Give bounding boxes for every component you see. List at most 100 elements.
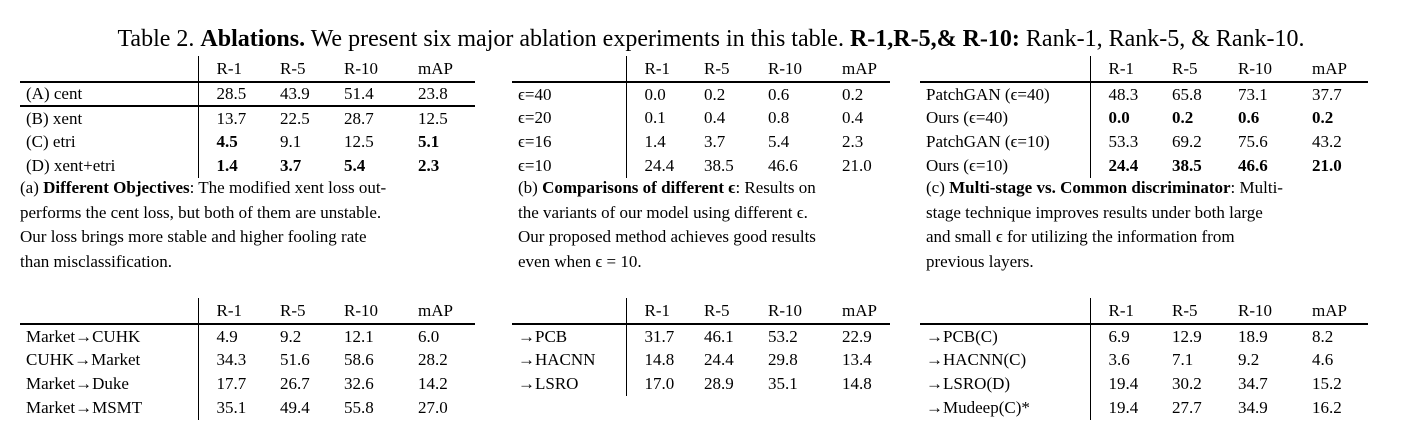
row-label: Market→CUHK — [20, 323, 199, 348]
row-label: →PCB — [512, 323, 627, 348]
cell-value: 19.4 — [1108, 398, 1139, 417]
header-r-1: R-1 — [216, 300, 243, 320]
cell-value: 53.3 — [1108, 132, 1139, 151]
header-r-1: R-1 — [1108, 300, 1135, 320]
cell-value: 46.6 — [768, 156, 798, 175]
header-map: mAP — [842, 300, 877, 320]
row-label: ϵ=16 — [512, 130, 627, 154]
row-label: Ours (ϵ=10) — [920, 154, 1091, 178]
table-row: Ours (ϵ=40) 0.0 0.2 0.6 0.2 — [920, 106, 1368, 130]
table-caption: Table 2. Ablations. We present six major… — [0, 26, 1422, 53]
header-r-1: R-1 — [644, 300, 671, 320]
table-row: Market→CUHK 4.9 9.2 12.1 6.0 — [20, 323, 475, 348]
cell-value: 49.4 — [280, 398, 310, 417]
cell-value: 6.9 — [1090, 323, 1154, 348]
row-label: (D) xent+etri — [20, 154, 199, 178]
cell-value: 12.1 — [326, 323, 400, 348]
cell-value: 31.7 — [626, 323, 686, 348]
cell-value: 3.7 — [704, 132, 726, 151]
header-map: mAP — [842, 58, 877, 78]
subcaption-a-line-3: Our loss brings more stable and higher f… — [20, 227, 367, 246]
cell-value: 46.6 — [1238, 156, 1268, 175]
cell-value: 58.6 — [344, 350, 374, 369]
row-label: →LSRO(D) — [920, 372, 1091, 396]
cell-value: 14.8 — [644, 350, 675, 369]
cell-value: 53.2 — [750, 323, 824, 348]
cell-value: 1.4 — [644, 132, 666, 151]
row-label: Market→MSMT — [20, 396, 199, 420]
table-cross-dataset: R-1 R-5 R-10 mAP Market→CUHK 4.9 9.2 12.1 6.0 CUH… — [20, 298, 475, 420]
cell-value: 9.1 — [280, 132, 302, 151]
row-label: (A) cent — [20, 81, 199, 106]
table-row: Market→MSMT 35.1 49.4 55.8 27.0 — [20, 396, 475, 420]
table-row: →LSRO 17.0 28.9 35.1 14.8 — [512, 372, 890, 396]
table-cross-model-dataset: R-1 R-5 R-10 mAP →PCB(C) 6.9 12.9 18.9 8.2 →HACNN… — [920, 298, 1368, 420]
header-blank — [920, 298, 1091, 324]
subcaption-a-line-1: (a) Different Objectives: The modified x… — [20, 178, 387, 197]
cell-value: 26.7 — [280, 374, 310, 393]
cell-value: 75.6 — [1238, 132, 1268, 151]
cell-value: 2.3 — [418, 156, 440, 175]
header-r-10: R-10 — [768, 300, 802, 320]
cell-value: 3.6 — [1108, 350, 1130, 369]
cell-value: 5.4 — [768, 132, 790, 151]
cell-value: 38.5 — [704, 156, 734, 175]
table-row: CUHK→Market 34.3 51.6 58.6 28.2 — [20, 348, 475, 372]
cell-value: 4.5 — [216, 132, 238, 151]
cell-value: 12.9 — [1154, 323, 1220, 348]
row-label: ϵ=10 — [512, 154, 627, 178]
table-row: ϵ=20 0.1 0.4 0.8 0.4 — [512, 106, 890, 130]
header-row: R-1 R-5 R-10 mAP — [512, 298, 890, 324]
cell-value: 48.3 — [1090, 81, 1154, 106]
cell-value: 21.0 — [1312, 156, 1342, 175]
cell-value: 28.2 — [418, 350, 448, 369]
cell-value: 1.4 — [216, 156, 238, 175]
cell-value: 69.2 — [1172, 132, 1202, 151]
cell-value: 14.8 — [842, 374, 872, 393]
cell-value: 0.6 — [1238, 108, 1260, 127]
cell-value: 73.1 — [1220, 81, 1294, 106]
row-label: (B) xent — [20, 105, 199, 130]
cell-value: 38.5 — [1172, 156, 1202, 175]
cell-value: 13.4 — [842, 350, 872, 369]
row-label: ϵ=40 — [512, 81, 627, 106]
row-label: →LSRO — [512, 372, 627, 396]
header-row: R-1 R-5 R-10 mAP — [20, 298, 475, 324]
cell-value: 35.1 — [768, 374, 798, 393]
header-r-1: R-1 — [644, 58, 671, 78]
table-cross-model: R-1 R-5 R-10 mAP →PCB 31.7 46.1 53.2 22.9 →HACNN 1… — [512, 298, 890, 396]
table-row: PatchGAN (ϵ=10) 53.3 69.2 75.6 43.2 — [920, 130, 1368, 154]
row-label: CUHK→Market — [20, 348, 199, 372]
cell-value: 28.9 — [704, 374, 734, 393]
header-r-10: R-10 — [1238, 58, 1272, 78]
header-r-10: R-10 — [1238, 300, 1272, 320]
table-different-objectives: R-1 R-5 R-10 mAP (A) cent 28.5 43.9 51.4 23.8 (B)… — [20, 56, 475, 178]
cell-value: 0.2 — [1172, 108, 1194, 127]
table-row: PatchGAN (ϵ=40) 48.3 65.8 73.1 37.7 — [920, 81, 1368, 106]
cell-value: 51.4 — [326, 81, 400, 106]
row-label: Ours (ϵ=40) — [920, 106, 1091, 130]
row-label: →HACNN(C) — [920, 348, 1091, 372]
subcaption-b: (b) Comparisons of different ϵ: Results … — [518, 176, 816, 274]
table-row: →HACNN(C) 3.6 7.1 9.2 4.6 — [920, 348, 1368, 372]
subcaption-c-line-2: stage technique improves results under b… — [926, 202, 1263, 222]
cell-value: 27.0 — [418, 398, 448, 417]
cell-value: 14.2 — [418, 374, 448, 393]
subcaption-b-line-1: (b) Comparisons of different ϵ: Results … — [518, 178, 816, 197]
cell-value: 34.3 — [216, 350, 247, 369]
header-blank — [920, 56, 1091, 82]
header-row: R-1 R-5 R-10 mAP — [20, 56, 475, 82]
cell-value: 0.0 — [626, 81, 686, 106]
header-row: R-1 R-5 R-10 mAP — [920, 56, 1368, 82]
subcaption-c-line-4: previous layers. — [926, 251, 1034, 271]
cell-value: 35.1 — [216, 398, 247, 417]
header-blank — [512, 298, 627, 324]
cell-value: 17.7 — [216, 374, 247, 393]
cell-value: 0.2 — [686, 81, 750, 106]
header-row: R-1 R-5 R-10 mAP — [920, 298, 1368, 324]
cell-value: 29.8 — [768, 350, 798, 369]
cell-value: 23.8 — [400, 81, 475, 106]
cell-value: 19.4 — [1108, 374, 1139, 393]
table-row: ϵ=10 24.4 38.5 46.6 21.0 — [512, 154, 890, 178]
row-label: PatchGAN (ϵ=40) — [920, 81, 1091, 106]
